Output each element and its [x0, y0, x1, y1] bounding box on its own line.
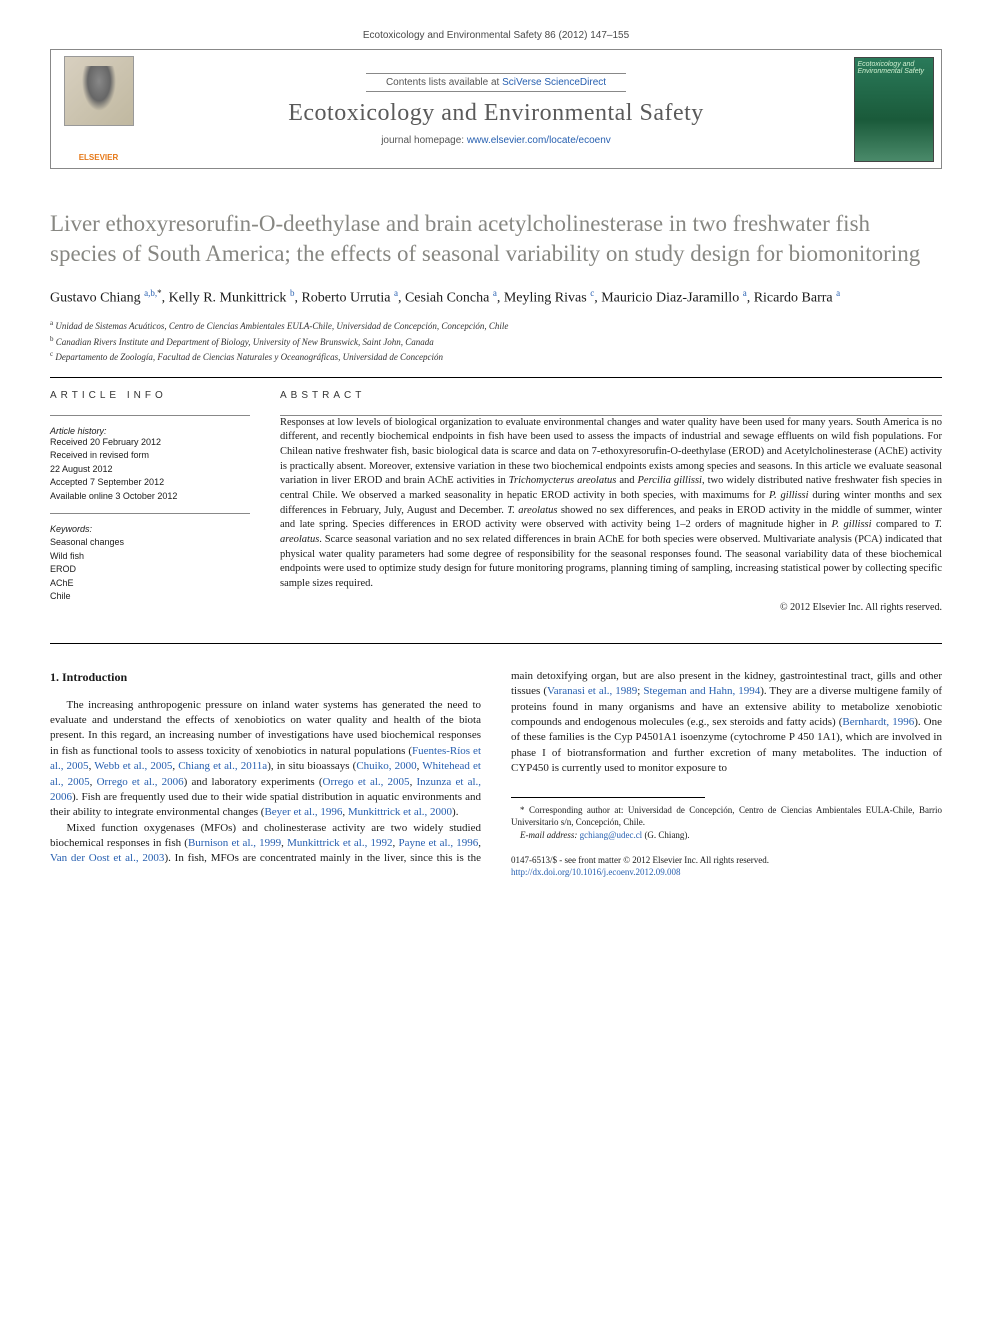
keyword: Wild fish [50, 550, 250, 564]
keyword: AChE [50, 577, 250, 591]
history-line: Received 20 February 2012 [50, 436, 250, 450]
issn-copyright: 0147-6513/$ - see front matter © 2012 El… [511, 855, 942, 867]
history-line: Accepted 7 September 2012 [50, 476, 250, 490]
intro-para-1: The increasing anthropogenic pressure on… [50, 698, 481, 821]
ref-link[interactable]: Burnison et al., 1999 [188, 837, 281, 849]
homepage-prefix: journal homepage: [381, 135, 467, 146]
ref-link[interactable]: Chuiko, 2000 [356, 760, 416, 772]
ref-link[interactable]: Stegeman and Hahn, 1994 [643, 685, 760, 697]
ref-link[interactable]: Munkittrick et al., 2000 [348, 806, 452, 818]
footnote-rule [511, 797, 705, 798]
history-line: Available online 3 October 2012 [50, 490, 250, 504]
email-line: E-mail address: gchiang@udec.cl (G. Chia… [511, 829, 942, 842]
section-heading-intro: 1. Introduction [50, 669, 481, 686]
journal-homepage-line: journal homepage: www.elsevier.com/locat… [381, 135, 611, 146]
ref-link[interactable]: Chiang et al., 2011a [178, 760, 267, 772]
sciencedirect-link[interactable]: SciVerse ScienceDirect [502, 77, 606, 88]
ref-link[interactable]: Webb et al., 2005 [94, 760, 172, 772]
info-rule-2 [50, 513, 250, 514]
article-info-heading: article info [50, 390, 250, 401]
ref-link[interactable]: Payne et al., 1996 [398, 837, 478, 849]
contents-prefix: Contents lists available at [386, 77, 502, 88]
ref-link[interactable]: Munkittrick et al., 1992 [287, 837, 392, 849]
history-line: Received in revised form [50, 449, 250, 463]
article-title: Liver ethoxyresorufin-O-deethylase and b… [50, 209, 942, 269]
journal-cover-thumbnail: Ecotoxicology and Environmental Safety [854, 57, 934, 162]
author-list: Gustavo Chiang a,b,*, Kelly R. Munkittri… [50, 287, 942, 308]
rule-below-abstract [50, 643, 942, 644]
publisher-logo: ELSEVIER [79, 153, 119, 162]
ref-link[interactable]: Bernhardt, 1996 [842, 716, 914, 728]
ref-link[interactable]: Orrego et al., 2005 [323, 776, 410, 788]
ref-link[interactable]: Van der Oost et al., 2003 [50, 852, 164, 864]
elsevier-tree-icon [64, 56, 134, 126]
keywords-label: Keywords: [50, 524, 250, 534]
banner-right: Ecotoxicology and Environmental Safety [846, 50, 941, 168]
cover-title: Ecotoxicology and Environmental Safety [858, 61, 930, 75]
keyword: Chile [50, 590, 250, 604]
doi-link[interactable]: http://dx.doi.org/10.1016/j.ecoenv.2012.… [511, 867, 681, 877]
journal-name: Ecotoxicology and Environmental Safety [288, 100, 704, 127]
journal-banner: ELSEVIER Contents lists available at Sci… [50, 49, 942, 169]
abstract-copyright: © 2012 Elsevier Inc. All rights reserved… [280, 602, 942, 613]
abstract-heading: abstract [280, 390, 942, 401]
keyword: EROD [50, 563, 250, 577]
info-rule-1 [50, 415, 250, 416]
history-label: Article history: [50, 426, 250, 436]
footer-block: 0147-6513/$ - see front matter © 2012 El… [511, 855, 942, 878]
banner-center: Contents lists available at SciVerse Sci… [146, 50, 846, 168]
corresponding-author: * Corresponding author at: Universidad d… [511, 804, 942, 829]
ref-link[interactable]: Orrego et al., 2006 [97, 776, 184, 788]
article-info: article info Article history: Received 2… [50, 390, 250, 613]
page-header-citation: Ecotoxicology and Environmental Safety 8… [50, 30, 942, 41]
ref-link[interactable]: Varanasi et al., 1989 [547, 685, 637, 697]
ref-link[interactable]: Beyer et al., 1996 [264, 806, 342, 818]
banner-left: ELSEVIER [51, 50, 146, 168]
keyword: Seasonal changes [50, 536, 250, 550]
body-text: 1. Introduction The increasing anthropog… [50, 669, 942, 879]
history-line: 22 August 2012 [50, 463, 250, 477]
affiliations: a Unidad de Sistemas Acuáticos, Centro d… [50, 318, 942, 365]
contents-available-line: Contents lists available at SciVerse Sci… [366, 73, 626, 92]
rule-above-info [50, 377, 942, 378]
footnotes: * Corresponding author at: Universidad d… [511, 797, 942, 842]
abstract-text: Responses at low levels of biological or… [280, 416, 942, 592]
abstract: abstract Responses at low levels of biol… [280, 390, 942, 613]
author-email-link[interactable]: gchiang@udec.cl [580, 830, 643, 840]
homepage-link[interactable]: www.elsevier.com/locate/ecoenv [467, 135, 611, 146]
info-abstract-row: article info Article history: Received 2… [50, 390, 942, 613]
